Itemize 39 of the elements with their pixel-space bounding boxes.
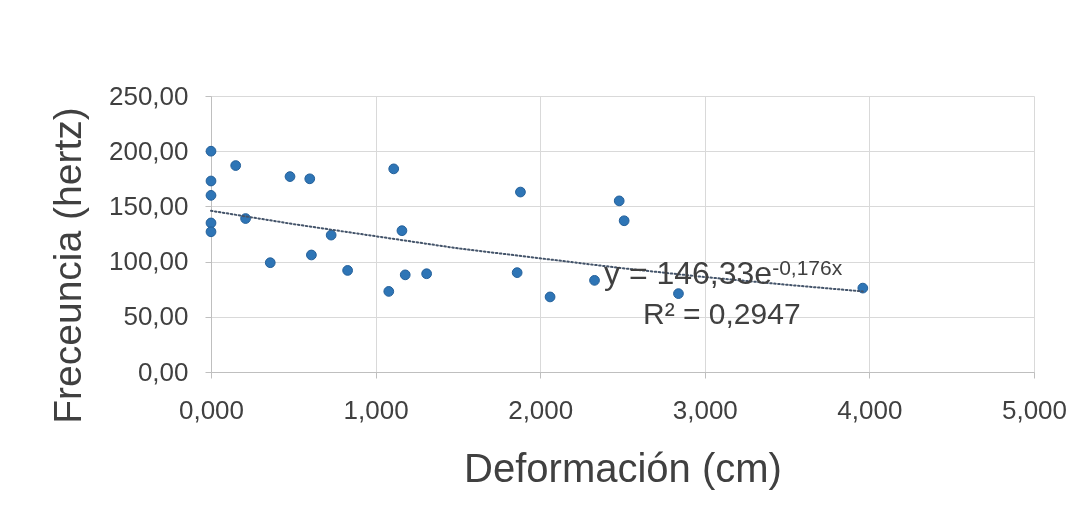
point [618,215,630,227]
point [421,268,432,280]
point [325,229,337,241]
point [613,195,625,207]
point [205,190,217,201]
y-tick-label: 100,00 [108,246,189,277]
point [230,160,242,171]
y-axis-title: Freceuncia (hertz) [45,107,89,424]
point [857,282,869,294]
y-tick-label: 200,00 [108,135,189,166]
point [511,267,523,278]
point [342,265,353,276]
point [544,291,556,303]
y-tick-label: 150,00 [108,190,189,221]
x-tick-label: 0,000 [178,394,245,425]
annotation: R² = 0,2947 [643,297,801,330]
point [264,257,276,269]
point [515,186,526,198]
point [589,275,600,286]
y-tick-label: 50,00 [123,301,189,332]
point [673,288,684,299]
point [399,269,411,281]
point [304,173,316,185]
x-tick-label: 3,000 [672,394,738,425]
x-tick-label: 1,000 [343,394,409,425]
y-tick-label: 0,00 [137,356,189,387]
x-tick-label: 4,000 [837,394,903,425]
point [388,163,400,175]
point [396,225,408,237]
point [205,226,217,238]
x-axis-title: Deformación (cm) [464,445,782,490]
x-tick-label: 2,000 [508,394,574,425]
y-tick-label: 250,00 [108,80,189,111]
point [205,145,217,157]
point [205,175,217,187]
point [284,171,296,182]
x-tick-label: 5,000 [1001,394,1068,425]
point [383,286,395,297]
point [306,249,317,261]
